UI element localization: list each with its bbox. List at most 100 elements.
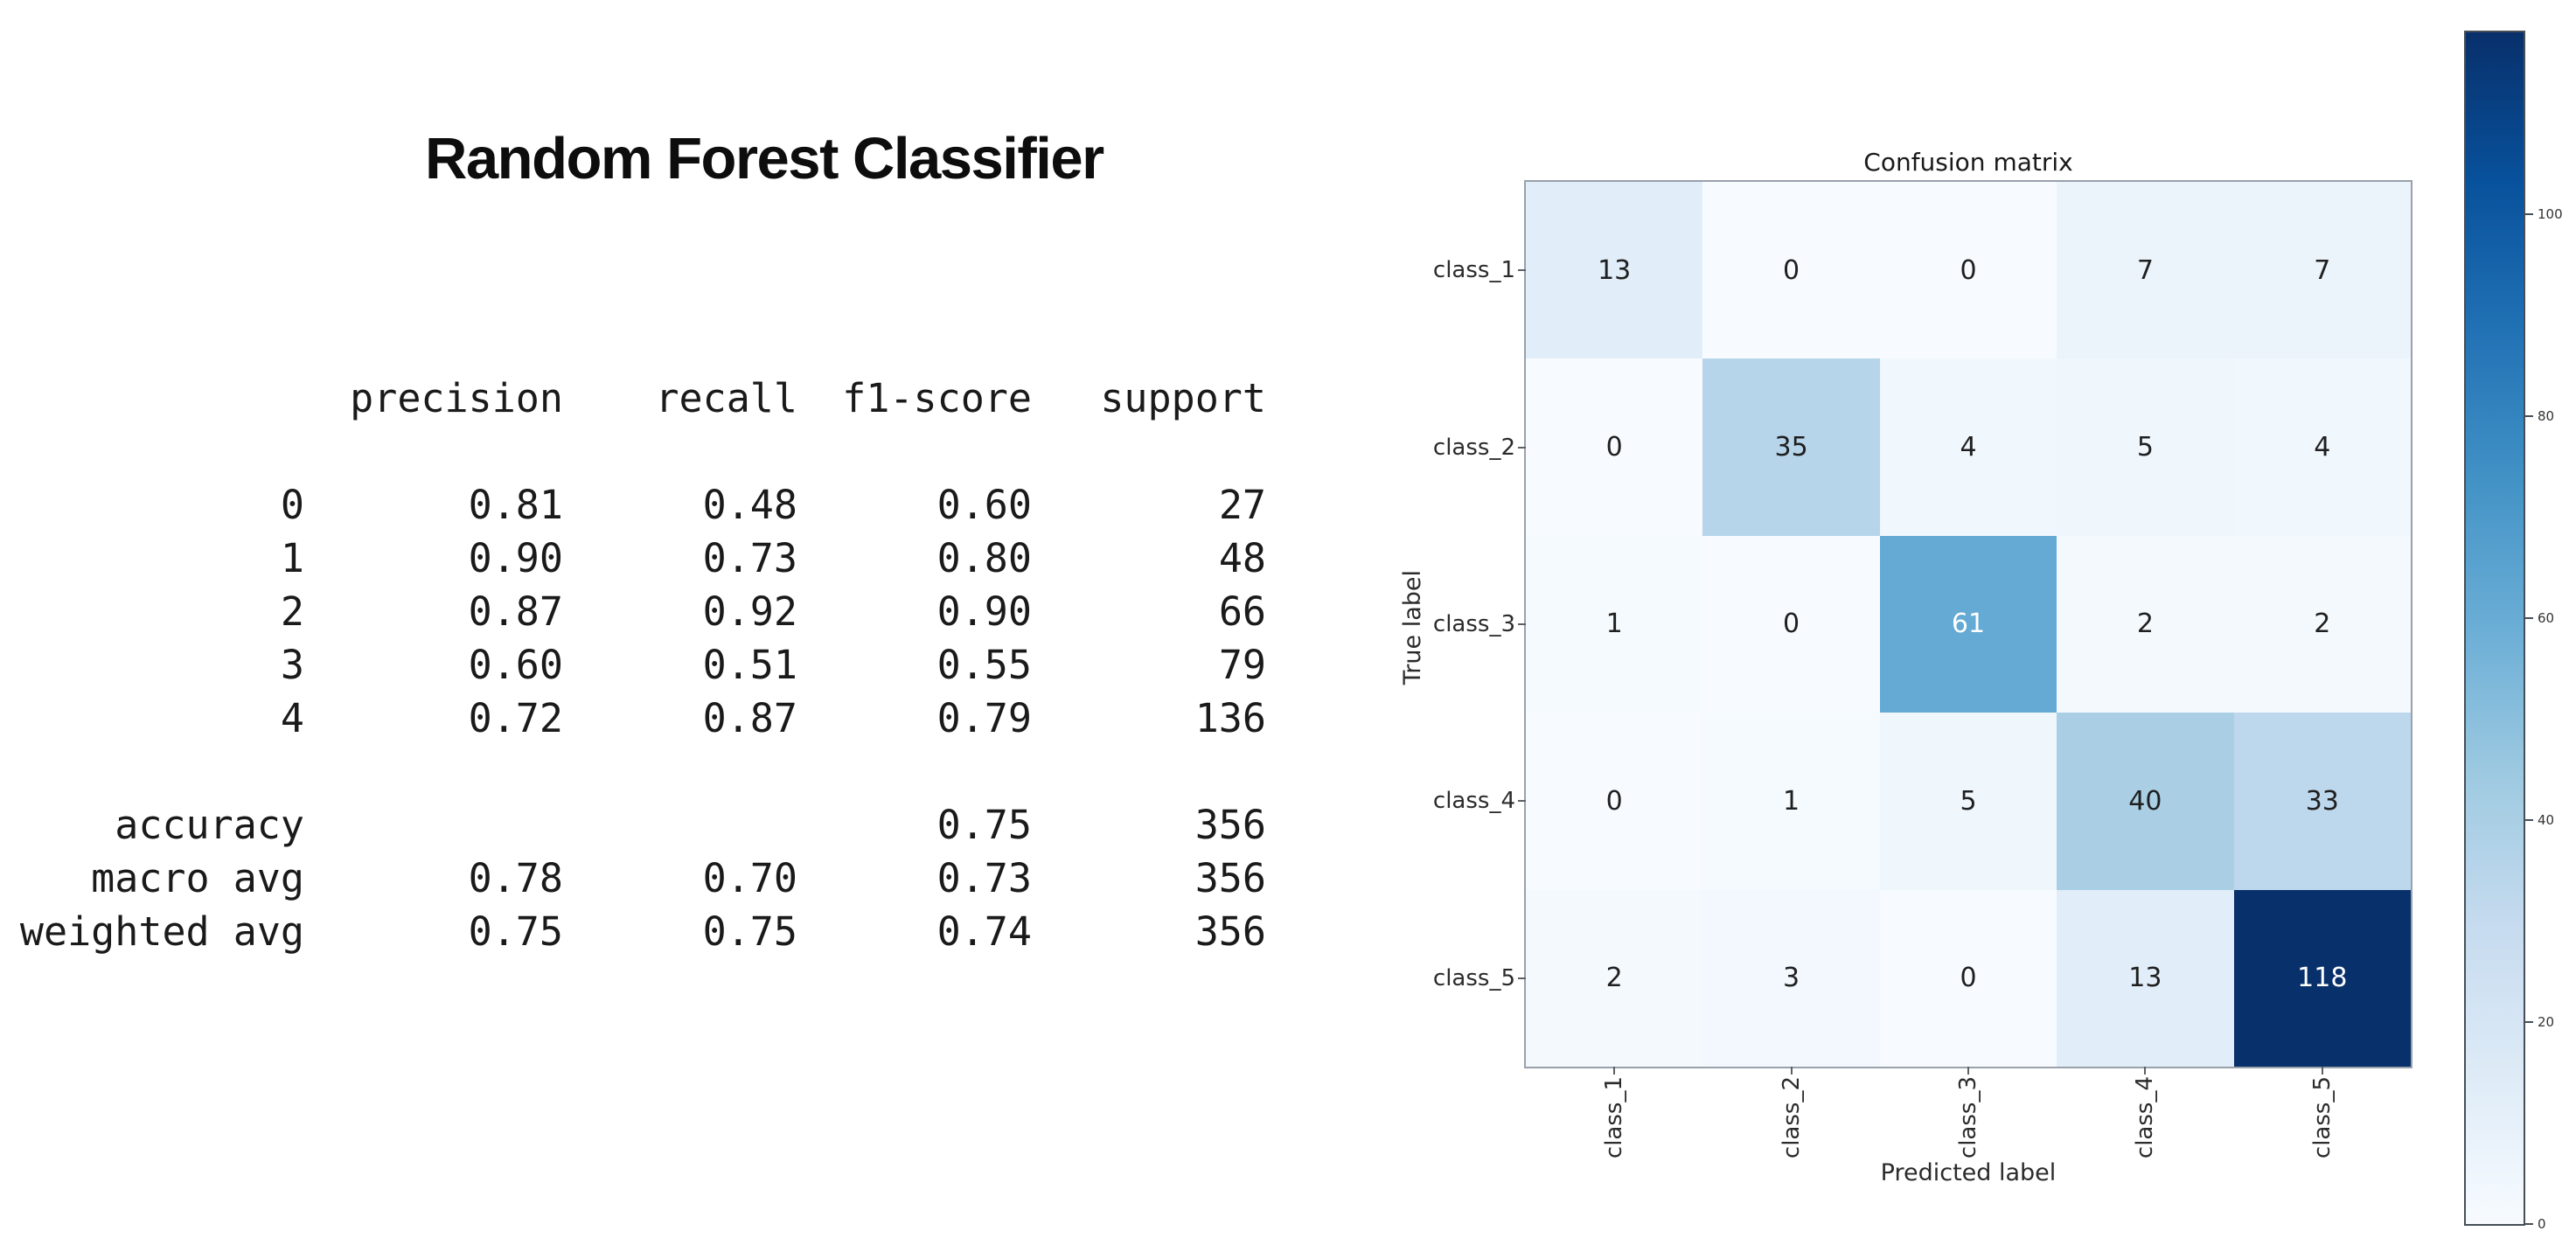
x-axis-label: Predicted label [1880, 1159, 2057, 1186]
cell-class_5-class_1: 2 [1526, 889, 1703, 1067]
report-summary-label: macro avg [91, 855, 304, 901]
report-value: 48 [1218, 535, 1266, 581]
report-value: 0.80 [936, 535, 1032, 581]
cell-class_5-class_3: 0 [1879, 889, 2057, 1067]
report-value: 0.90 [936, 588, 1032, 635]
report-row-label: 3 [280, 642, 304, 688]
x-tick-label-text: class_3 [1955, 1076, 1981, 1159]
report-summary-value: 356 [1194, 908, 1266, 955]
cell-class_4-class_2: 1 [1702, 713, 1880, 890]
cell-class_1-class_4: 7 [2057, 182, 2234, 359]
report-value: 0.48 [702, 482, 797, 528]
colorbar-tick [2525, 212, 2533, 215]
x-tick [1613, 1067, 1616, 1075]
report-summary-label: weighted avg [19, 908, 304, 955]
x-tick-label-text: class_1 [1601, 1076, 1628, 1159]
y-tick-label-class_3: class_3 [1432, 611, 1515, 637]
colorbar-tick [2525, 1020, 2533, 1023]
colorbar: 0 20 40 60 80 100 [2464, 31, 2563, 1232]
report-summary-value: 0.73 [936, 855, 1032, 901]
x-tick-label-class_1: class_1 [1601, 1076, 1628, 1234]
report-header-empty [0, 372, 304, 425]
cell-class_4-class_4: 40 [2057, 713, 2234, 890]
report-summary-value: 356 [1194, 855, 1266, 901]
cell-class_3-class_5: 2 [2233, 535, 2411, 713]
cell-class_1-class_5: 7 [2233, 182, 2411, 359]
cell-class_5-class_5: 118 [2233, 889, 2411, 1067]
report-summary-value: 0.75 [468, 908, 563, 955]
classification-report-table: precision recall f1-score support 0 0.81 0.48 0… [0, 372, 1266, 958]
x-tick-label-class_5: class_5 [2308, 1076, 2336, 1234]
report-blank-row [0, 425, 1266, 478]
x-tick-label-text: class_5 [2308, 1076, 2336, 1159]
report-header-precision: precision [350, 375, 563, 421]
x-tick [2144, 1067, 2147, 1075]
cell-class_3-class_3: 61 [1879, 535, 2057, 713]
report-summary-value: 0.70 [702, 855, 797, 901]
report-row-label: 0 [280, 482, 304, 528]
slide-title: Random Forest Classifier [425, 126, 1104, 191]
colorbar-tick-label: 0 [2538, 1216, 2546, 1232]
cell-class_5-class_2: 3 [1702, 889, 1880, 1067]
y-tick [1518, 977, 1526, 979]
report-value: 0.60 [468, 642, 563, 688]
confusion-matrix-heatmap: 13 0 0 7 7 0 35 4 5 4 1 0 61 2 2 0 1 5 40 33 2 3 0 13 118 [1524, 180, 2412, 1068]
y-axis-label-wrap: True label [1399, 570, 1426, 692]
x-tick-label-class_2: class_2 [1779, 1076, 1805, 1234]
cell-class_2-class_3: 4 [1879, 358, 2057, 536]
colorbar-tick-label: 60 [2538, 609, 2555, 626]
x-tick [2321, 1067, 2323, 1075]
y-tick [1518, 800, 1526, 803]
cell-class_2-class_5: 4 [2233, 358, 2411, 536]
report-row-label: 1 [280, 535, 304, 581]
x-tick-label-class_3: class_3 [1955, 1076, 1981, 1234]
y-tick-label-class_5: class_5 [1432, 964, 1515, 991]
y-tick-label-class_4: class_4 [1432, 788, 1515, 815]
colorbar-tick-label: 100 [2538, 205, 2563, 222]
cell-class_3-class_2: 0 [1702, 535, 1880, 713]
report-header-f1-score: f1-score [842, 375, 1032, 421]
cell-class_4-class_3: 5 [1879, 713, 2057, 890]
y-tick [1518, 446, 1526, 449]
report-summary-value: 356 [1194, 802, 1266, 848]
cell-class_3-class_4: 2 [2057, 535, 2234, 713]
report-value: 0.92 [702, 588, 797, 635]
report-summary-value: 0.78 [468, 855, 563, 901]
y-axis-label: True label [1399, 570, 1426, 685]
report-value: 0.55 [936, 642, 1032, 688]
report-summary-value: 0.75 [936, 802, 1032, 848]
y-tick-label-class_2: class_2 [1432, 434, 1515, 461]
colorbar-tick [2525, 616, 2533, 619]
x-tick-label-class_4: class_4 [2132, 1076, 2159, 1234]
cell-class_1-class_2: 0 [1702, 182, 1880, 359]
x-tick [1967, 1067, 1969, 1075]
colorbar-tick [2525, 818, 2533, 821]
cell-class_1-class_1: 13 [1526, 182, 1703, 359]
colorbar-tick-label: 40 [2538, 811, 2555, 828]
y-tick-label-class_1: class_1 [1432, 257, 1515, 284]
report-summary-value: 0.74 [936, 908, 1032, 955]
report-value: 27 [1218, 482, 1266, 528]
cell-class_4-class_1: 0 [1526, 713, 1703, 890]
report-value: 0.79 [936, 695, 1032, 741]
x-tick-label-text: class_4 [2132, 1076, 2159, 1159]
colorbar-tick-label: 20 [2538, 1013, 2555, 1030]
report-value: 0.60 [936, 482, 1032, 528]
report-header-support: support [1100, 375, 1266, 421]
report-value: 66 [1218, 588, 1266, 635]
report-value: 0.72 [468, 695, 563, 741]
report-value: 0.73 [702, 535, 797, 581]
cell-class_1-class_3: 0 [1879, 182, 2057, 359]
report-row-label: 2 [280, 588, 304, 635]
report-blank-row [0, 745, 1266, 798]
cell-class_2-class_1: 0 [1526, 358, 1703, 536]
cell-class_2-class_2: 35 [1702, 358, 1880, 536]
report-value: 0.87 [702, 695, 797, 741]
report-summary-value [563, 798, 797, 852]
cell-class_4-class_5: 33 [2233, 713, 2411, 890]
x-tick [1790, 1067, 1793, 1075]
cell-class_5-class_4: 13 [2057, 889, 2234, 1067]
report-summary-label: accuracy [115, 802, 304, 848]
report-summary-value [304, 798, 563, 852]
